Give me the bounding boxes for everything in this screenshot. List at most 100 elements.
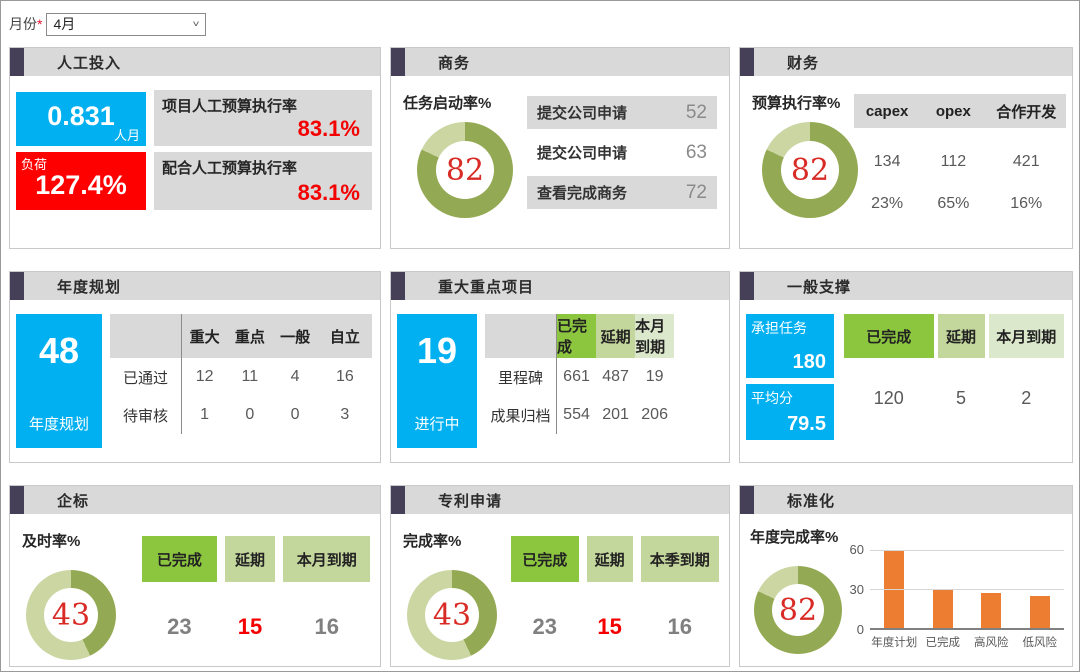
labor-metric-value: 0.831 <box>47 101 115 131</box>
gauge-label: 预算执行率% <box>752 95 841 112</box>
card-labor: 人工投入 0.831 人月 负荷 127.4% 项目人工预算执行率 83.1% … <box>9 47 381 249</box>
col-header: 延期 <box>586 536 633 582</box>
cell: 23 <box>167 614 192 639</box>
col-header: 合作开发 <box>996 103 1057 121</box>
labor-metric-unit: 人月 <box>113 128 140 143</box>
card-enterprise-standard: 企标 及时率% 43 已完成 延期 本月到期 23 15 16 <box>9 485 381 667</box>
donut-chart: 43 <box>26 570 116 660</box>
gauge-label: 任务启动率% <box>403 95 492 112</box>
donut-chart: 82 <box>754 566 842 654</box>
donut-chart: 82 <box>762 122 858 218</box>
stat-value: 79.5 <box>787 413 826 435</box>
card-title: 重大重点项目 <box>438 278 535 296</box>
card-header: 企标 <box>10 486 380 514</box>
rate-value: 83.1% <box>297 180 360 205</box>
avg-score-stat-box: 平均分 79.5 <box>746 384 834 440</box>
labor-load-label: 负荷 <box>21 157 48 172</box>
card-body: 年度完成率% 82 0 30 60 年度计划 已完成 高风险 低风险 <box>740 514 1072 666</box>
col-header: 重点 <box>227 314 273 358</box>
cell: 65% <box>937 195 970 212</box>
donut-value: 82 <box>790 152 830 188</box>
annual-plan-table: 重大 重点 一般 自立 已通过 12 11 4 16 待审核 1 0 0 <box>110 314 372 434</box>
cell: 2 <box>1021 388 1032 408</box>
gauge-label: 年度完成率% <box>750 529 839 546</box>
card-annual-plan: 年度规划 48 年度规划 重大 重点 一般 自立 已通过 12 11 <box>9 271 381 463</box>
col-header: 重大 <box>182 314 228 358</box>
bar-category-label: 高风险 <box>974 637 1009 649</box>
bar <box>919 550 968 628</box>
cell: 23% <box>871 195 904 212</box>
cell: 16 <box>314 614 339 639</box>
status-value-row: 120 5 2 <box>844 388 1064 409</box>
list-item: 提交公司申请 63 <box>527 136 717 169</box>
support-budget-rate-box: 配合人工预算执行率 83.1% <box>154 152 372 210</box>
table-header-row: 重大 重点 一般 自立 <box>110 314 372 358</box>
card-title: 商务 <box>438 54 471 72</box>
card-standardization: 标准化 年度完成率% 82 0 30 60 年度计划 已完成 高风险 低风险 <box>739 485 1073 667</box>
y-tick-label: 0 <box>856 622 864 637</box>
corner-cell <box>485 314 557 358</box>
month-filter-label: 月份 <box>9 16 37 32</box>
header-accent <box>391 48 405 76</box>
month-select[interactable]: 4月 ˅ <box>46 12 207 36</box>
cell: 4 <box>290 368 300 385</box>
cell: 16 <box>335 368 354 385</box>
col-header: 本月到期 <box>988 314 1064 358</box>
col-header: 延期 <box>596 314 636 358</box>
stat-label: 平均分 <box>751 390 793 406</box>
cell: 0 <box>245 406 255 423</box>
card-header: 重大重点项目 <box>391 272 729 300</box>
cell: 487 <box>602 368 629 385</box>
dashboard-grid: 人工投入 0.831 人月 负荷 127.4% 项目人工预算执行率 83.1% … <box>9 47 1073 667</box>
header-accent <box>740 486 754 514</box>
cell: 16 <box>667 614 693 639</box>
cell: 16% <box>1010 195 1043 212</box>
cell: 12 <box>195 368 214 385</box>
card-header: 人工投入 <box>10 48 380 76</box>
card-title: 专利申请 <box>438 492 503 510</box>
cell: 201 <box>602 406 629 423</box>
bar-chart: 0 30 60 年度计划 已完成 高风险 低风险 <box>844 542 1064 650</box>
cell: 134 <box>873 153 901 170</box>
cell: 421 <box>1012 153 1040 170</box>
header-accent <box>740 272 754 300</box>
stat-value: 180 <box>792 351 826 373</box>
y-tick-label: 30 <box>849 582 864 597</box>
month-select-value: 4月 <box>53 16 76 32</box>
cell: 19 <box>645 368 664 385</box>
cell: 120 <box>873 388 904 408</box>
gauge-label: 完成率% <box>403 533 462 550</box>
cell: 554 <box>563 406 590 423</box>
card-body: 完成率% 43 已完成 延期 本季到期 23 15 16 <box>391 514 729 666</box>
required-asterisk: * <box>37 16 43 32</box>
status-value-row: 23 15 16 <box>511 614 719 640</box>
card-title: 标准化 <box>787 492 836 510</box>
cell: 15 <box>597 614 622 639</box>
card-header: 年度规划 <box>10 272 380 300</box>
row-header: 里程碑 <box>485 358 557 396</box>
card-body: 0.831 人月 负荷 127.4% 项目人工预算执行率 83.1% 配合人工预… <box>10 76 380 248</box>
stat-value: 19 <box>416 330 458 371</box>
major-projects-table: 已完成 延期 本月到期 里程碑 661 487 19 成果归档 554 201 … <box>485 314 721 434</box>
bar <box>967 550 1016 628</box>
donut-chart: 82 <box>417 122 513 218</box>
donut-chart: 43 <box>407 570 497 660</box>
header-accent <box>10 48 24 76</box>
rate-label: 配合人工预算执行率 <box>162 160 298 177</box>
project-budget-rate-box: 项目人工预算执行率 83.1% <box>154 90 372 146</box>
donut-value: 43 <box>432 597 472 633</box>
stat-value: 48 <box>38 330 80 371</box>
bar-plot <box>870 550 1064 630</box>
card-body: 48 年度规划 重大 重点 一般 自立 已通过 12 11 4 16 <box>10 300 380 462</box>
cell: 661 <box>563 368 590 385</box>
tasks-stat-box: 承担任务 180 <box>746 314 834 378</box>
card-body: 任务启动率% 82 提交公司申请 52 提交公司申请 63 查看完成商务 72 <box>391 76 729 248</box>
cell: 3 <box>340 406 350 423</box>
status-header-row: 已完成 延期 本季到期 <box>511 536 719 582</box>
status-header-row: 已完成 延期 本月到期 <box>844 314 1064 358</box>
col-header: 延期 <box>224 536 276 582</box>
table-row: 成果归档 554 201 206 <box>485 396 721 434</box>
rate-value: 83.1% <box>297 116 360 141</box>
card-patents: 专利申请 完成率% 43 已完成 延期 本季到期 23 15 16 <box>390 485 730 667</box>
card-title: 一般支撑 <box>787 278 852 296</box>
